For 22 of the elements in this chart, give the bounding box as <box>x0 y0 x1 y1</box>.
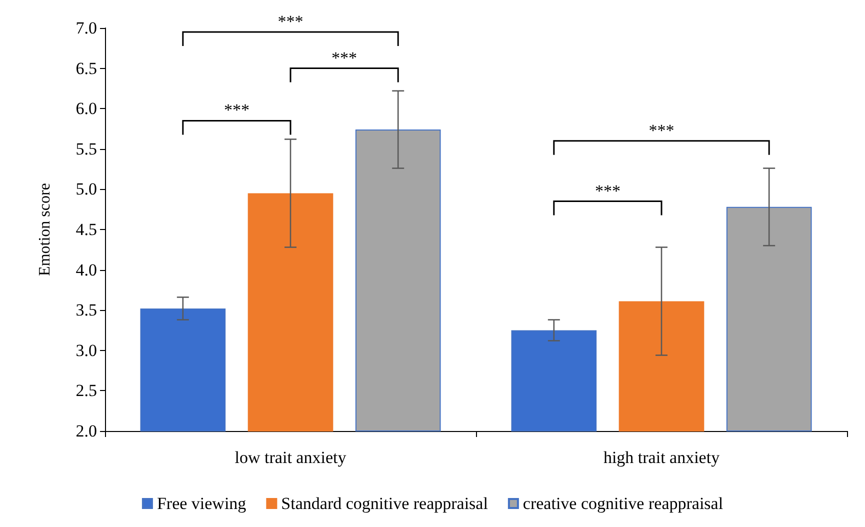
y-tick-label: 7.0 <box>76 18 97 38</box>
y-tick-label: 4.5 <box>76 220 97 239</box>
y-axis-title: Emotion score <box>36 183 54 276</box>
annotation: *** <box>278 12 304 32</box>
y-tick-label: 5.5 <box>76 139 97 158</box>
x-tick-label: low trait anxiety <box>234 448 347 467</box>
annotation: *** <box>332 48 358 68</box>
y-tick-label: 6.5 <box>76 58 97 78</box>
y-tick-label: 6.0 <box>76 99 97 118</box>
annotation: *** <box>648 120 674 140</box>
legend-label: Standard cognitive reappraisal <box>281 494 488 513</box>
y-tick-label: 2.0 <box>76 422 97 440</box>
x-tick-label: high trait anxiety <box>603 448 720 467</box>
y-tick-label: 3.0 <box>76 340 97 360</box>
y-tick-label: 5.0 <box>76 180 97 199</box>
legend-label: creative cognitive reappraisal <box>522 494 724 513</box>
legend-label: Free viewing <box>156 494 247 513</box>
annotation: *** <box>224 100 250 120</box>
y-tick-label: 2.5 <box>76 381 97 400</box>
y-tick-label: 4.0 <box>76 260 97 280</box>
y-tick-label: 3.5 <box>76 300 97 320</box>
annotation: *** <box>594 181 620 200</box>
